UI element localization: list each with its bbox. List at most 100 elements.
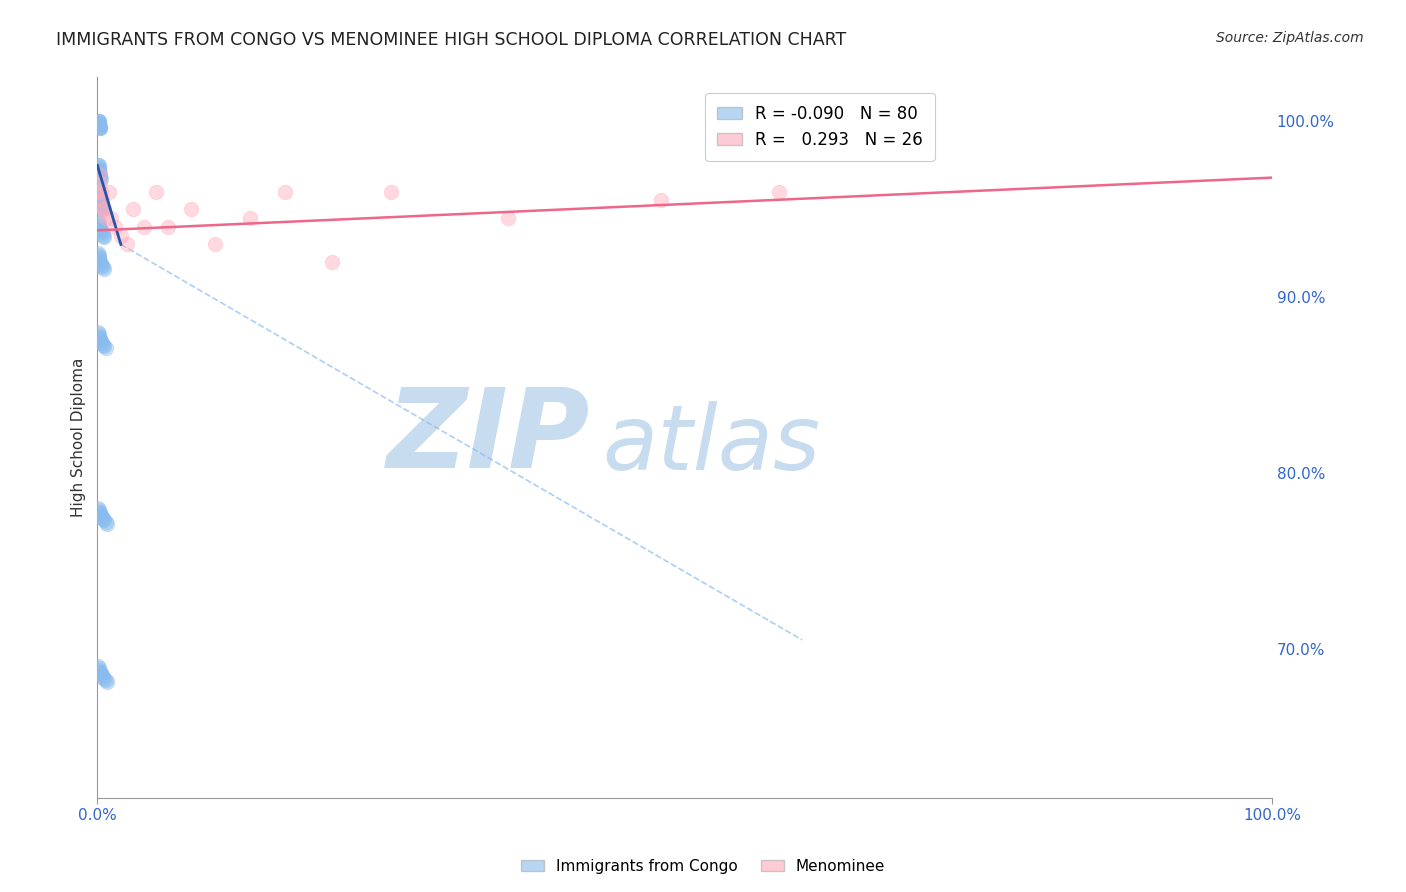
Point [87, 328, 110, 343]
Point [90, 508, 112, 522]
Y-axis label: High School Diploma: High School Diploma [72, 358, 86, 517]
Point [91, 668, 114, 682]
Point [134, 219, 156, 234]
Text: Source: ZipAtlas.com: Source: ZipAtlas.com [1216, 31, 1364, 45]
Point [110, 228, 132, 243]
Point [87, 253, 110, 268]
Point [91, 227, 114, 241]
Point [87, 501, 110, 516]
Point [96, 675, 118, 690]
Text: atlas: atlas [602, 401, 821, 489]
Point [87, 505, 110, 519]
Point [87, 160, 110, 174]
Point [89, 169, 111, 183]
Point [93, 672, 115, 686]
Point [104, 219, 127, 234]
Point [156, 219, 179, 234]
Point [87, 326, 110, 340]
Point [87, 158, 110, 172]
Point [90, 199, 112, 213]
Text: ZIP: ZIP [387, 384, 591, 491]
Point [498, 211, 520, 225]
Point [89, 120, 111, 134]
Point [91, 509, 114, 524]
Point [94, 211, 117, 225]
Point [380, 185, 402, 199]
Point [91, 337, 114, 351]
Point [87, 216, 110, 230]
Point [87, 214, 110, 228]
Point [91, 259, 114, 273]
Point [93, 262, 115, 277]
Point [91, 228, 114, 243]
Point [89, 195, 111, 210]
Point [87, 326, 110, 341]
Point [91, 194, 114, 208]
Point [87, 118, 110, 132]
Point [89, 121, 111, 136]
Point [89, 121, 111, 136]
Point [87, 185, 110, 199]
Point [180, 202, 202, 217]
Point [87, 330, 110, 344]
Point [91, 335, 114, 350]
Point [239, 211, 262, 225]
Point [87, 116, 110, 130]
Point [650, 194, 672, 208]
Point [145, 185, 167, 199]
Point [87, 163, 110, 178]
Point [89, 167, 111, 181]
Point [87, 252, 110, 266]
Point [89, 332, 111, 346]
Point [93, 202, 115, 217]
Point [90, 172, 112, 186]
Point [274, 185, 297, 199]
Point [89, 221, 111, 235]
Point [87, 663, 110, 677]
Point [768, 185, 790, 199]
Point [90, 223, 112, 237]
Point [204, 237, 226, 252]
Point [87, 185, 110, 199]
Point [87, 192, 110, 206]
Point [100, 211, 122, 225]
Point [87, 659, 110, 673]
Point [98, 185, 121, 199]
Point [90, 257, 112, 271]
Point [90, 185, 112, 199]
Point [87, 114, 110, 128]
Point [87, 114, 110, 128]
Point [96, 516, 118, 531]
Point [90, 334, 112, 348]
Point [93, 339, 115, 353]
Point [89, 170, 111, 185]
Point [91, 511, 114, 525]
Point [87, 248, 110, 262]
Point [94, 515, 117, 529]
Point [90, 666, 112, 681]
Point [91, 202, 114, 217]
Point [91, 225, 114, 239]
Point [91, 670, 114, 684]
Point [93, 513, 115, 527]
Point [87, 114, 110, 128]
Point [91, 202, 114, 217]
Point [90, 197, 112, 211]
Point [87, 118, 110, 132]
Point [321, 255, 343, 269]
Point [87, 190, 110, 204]
Point [87, 165, 110, 179]
Point [94, 341, 117, 355]
Point [87, 219, 110, 234]
Point [91, 201, 114, 215]
Point [87, 503, 110, 517]
Legend: Immigrants from Congo, Menominee: Immigrants from Congo, Menominee [515, 853, 891, 880]
Point [89, 665, 111, 679]
Point [89, 255, 111, 269]
Point [87, 158, 110, 172]
Point [87, 120, 110, 134]
Point [87, 246, 110, 260]
Legend: R = -0.090   N = 80, R =   0.293   N = 26: R = -0.090 N = 80, R = 0.293 N = 26 [706, 93, 935, 161]
Point [87, 661, 110, 675]
Point [87, 161, 110, 176]
